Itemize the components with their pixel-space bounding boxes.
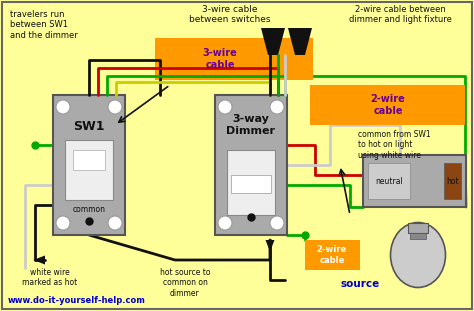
Bar [227,150,275,215]
Bar [310,85,465,125]
Text: hot: hot [447,177,459,185]
Polygon shape [265,240,274,252]
Text: 3-wire
cable: 3-wire cable [202,48,237,70]
Circle shape [56,216,70,230]
Circle shape [218,216,232,230]
Bar [363,155,466,207]
Circle shape [108,100,122,114]
Text: travelers run
between SW1
and the dimmer: travelers run between SW1 and the dimmer [10,10,78,40]
Bar [408,223,428,233]
Circle shape [270,100,284,114]
Bar [215,95,287,235]
Circle shape [270,216,284,230]
Circle shape [108,216,122,230]
Text: 2-wire
cable: 2-wire cable [317,245,347,265]
Bar [155,38,313,80]
Bar [410,233,426,239]
Circle shape [56,100,70,114]
Text: 3-wire cable
between switches: 3-wire cable between switches [189,5,271,24]
Bar [368,163,410,199]
Text: common: common [73,206,106,215]
Polygon shape [33,256,45,264]
Polygon shape [288,28,312,55]
Bar [231,175,271,193]
Text: source: source [340,279,380,289]
Circle shape [218,100,232,114]
Text: 2-wire
cable: 2-wire cable [371,94,405,116]
Bar [73,150,105,170]
Text: 3-way
Dimmer: 3-way Dimmer [227,114,275,136]
Text: 2-wire cable between
dimmer and light fixture: 2-wire cable between dimmer and light fi… [348,5,451,24]
Text: SW1: SW1 [73,120,105,133]
Text: hot source to
common on
dimmer: hot source to common on dimmer [160,268,210,298]
Bar [53,95,125,235]
Text: common from SW1
to hot on light
using white wire: common from SW1 to hot on light using wh… [358,130,430,160]
Text: white wire
marked as hot: white wire marked as hot [22,268,78,287]
Polygon shape [261,28,285,55]
Bar [65,140,113,200]
Text: www.do-it-yourself-help.com: www.do-it-yourself-help.com [8,296,146,305]
Bar [305,240,360,270]
Ellipse shape [391,222,446,287]
Bar [444,163,461,199]
Text: neutral: neutral [375,177,403,185]
